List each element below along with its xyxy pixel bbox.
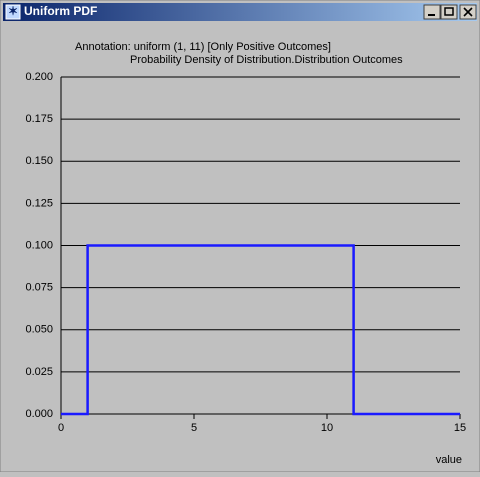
window-icon [5, 4, 21, 20]
window-buttons [423, 4, 477, 20]
icon-glyph: ✶ [8, 4, 18, 18]
title-bar [3, 3, 477, 21]
y-tick-label: 0.125 [25, 197, 53, 209]
x-tick-label: 5 [191, 422, 197, 434]
data-line [61, 244, 460, 416]
y-tick-label: 0.075 [25, 282, 53, 294]
minimize-button[interactable] [423, 4, 441, 20]
window-title: Uniform PDF [24, 4, 97, 18]
chart-subtitle: Probability Density of Distribution.Dist… [130, 54, 403, 66]
chart-title: Annotation: uniform (1, 11) [Only Positi… [75, 41, 331, 53]
y-tick-label: 0.025 [25, 366, 53, 378]
y-tick-label: 0.175 [25, 113, 53, 125]
y-tick-label: 0.100 [25, 239, 53, 251]
maximize-button[interactable] [440, 4, 458, 20]
y-tick-label: 0.200 [25, 71, 53, 83]
y-tick-label: 0.050 [25, 324, 53, 336]
x-tick-label: 10 [321, 422, 333, 434]
y-tick-label: 0.000 [25, 408, 53, 420]
x-tick-label: 15 [454, 422, 466, 434]
close-glyph [463, 7, 473, 17]
maximize-glyph [444, 7, 454, 16]
x-axis-label: value [436, 454, 462, 466]
y-tick-label: 0.150 [25, 155, 53, 167]
x-tick-label: 0 [58, 422, 64, 434]
